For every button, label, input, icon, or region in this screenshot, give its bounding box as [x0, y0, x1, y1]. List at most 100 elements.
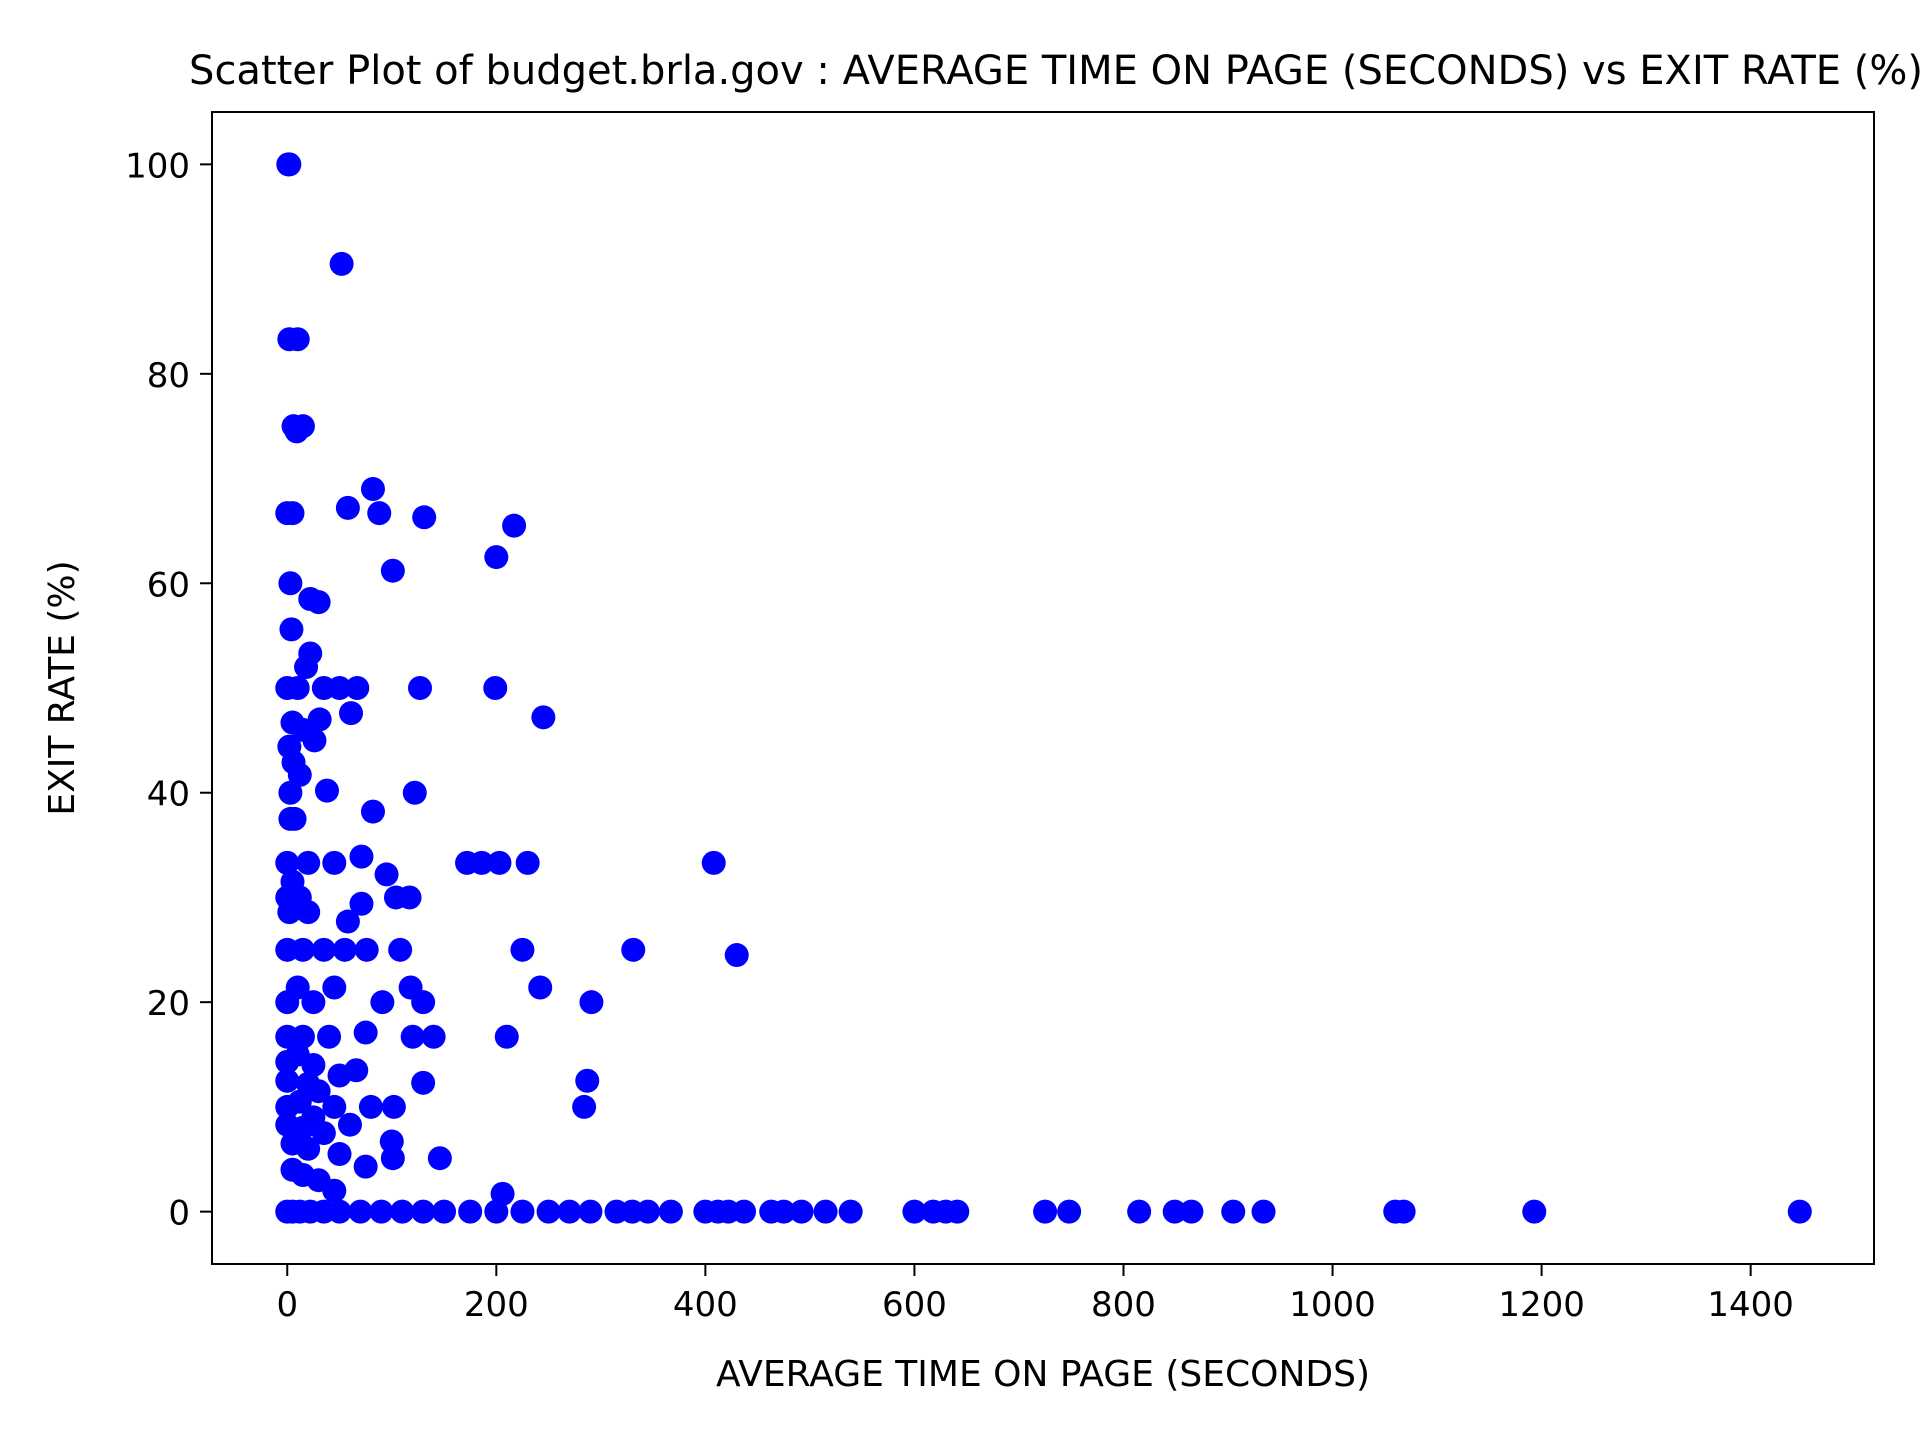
data-point: [1522, 1199, 1547, 1224]
data-point: [327, 1199, 352, 1224]
data-point: [469, 850, 494, 875]
data-point: [1057, 1199, 1082, 1224]
data-point: [290, 937, 315, 962]
data-point: [279, 617, 304, 642]
y-tick-label: 20: [147, 984, 190, 1024]
data-point: [348, 1199, 373, 1224]
data-point: [296, 850, 321, 875]
data-point: [427, 1146, 452, 1171]
data-point: [502, 513, 527, 538]
data-point: [412, 505, 437, 530]
data-point: [771, 1199, 796, 1224]
data-point: [349, 891, 374, 916]
data-point: [311, 937, 336, 962]
data-point: [381, 1094, 406, 1119]
data-point: [838, 1199, 863, 1224]
data-point: [354, 937, 379, 962]
data-point: [531, 705, 556, 730]
data-point: [1162, 1199, 1187, 1224]
data-point: [345, 676, 370, 700]
data-point: [1391, 1199, 1416, 1224]
data-point: [360, 799, 385, 824]
data-point: [575, 1068, 600, 1093]
data-point: [402, 780, 427, 805]
data-point: [390, 1199, 415, 1224]
data-point: [314, 778, 339, 803]
data-point: [483, 676, 508, 700]
data-point: [432, 1199, 457, 1224]
data-point: [510, 1199, 535, 1224]
data-point: [494, 1024, 519, 1049]
data-point: [322, 850, 347, 875]
data-point: [277, 152, 302, 177]
y-tick-label: 80: [147, 356, 190, 396]
data-point: [1179, 1199, 1204, 1224]
data-point: [353, 1154, 378, 1179]
y-axis-ticks: 0 20 40 60 80 100: [125, 146, 212, 1234]
data-point: [301, 990, 326, 1015]
data-point: [322, 1178, 347, 1203]
data-point: [294, 655, 319, 680]
plot-area-frame: [211, 111, 1875, 1265]
data-point: [329, 251, 354, 276]
data-point: [658, 1199, 683, 1224]
data-point: [327, 676, 352, 700]
data-point: [458, 1199, 483, 1224]
data-point: [557, 1199, 582, 1224]
data-point: [327, 1142, 352, 1167]
data-point: [285, 676, 310, 700]
x-axis-label: AVERAGE TIME ON PAGE (SECONDS): [716, 1354, 1370, 1395]
data-point: [367, 501, 392, 526]
data-point: [370, 990, 395, 1015]
data-point: [536, 1199, 561, 1224]
data-point: [358, 1094, 383, 1119]
data-point: [510, 937, 535, 962]
data-point: [275, 850, 300, 875]
data-point: [411, 1199, 436, 1224]
data-point: [1221, 1199, 1246, 1224]
data-point: [1251, 1199, 1276, 1224]
y-tick-label: 60: [147, 565, 190, 605]
data-point: [579, 990, 604, 1015]
data-point: [335, 909, 360, 934]
data-point: [374, 862, 399, 887]
x-tick-label: 600: [882, 1285, 947, 1325]
y-tick-label: 0: [168, 1194, 190, 1234]
data-point: [635, 1199, 660, 1224]
data-point: [306, 590, 331, 615]
data-point: [411, 1070, 436, 1095]
data-point: [397, 885, 422, 910]
data-point: [280, 501, 305, 526]
data-point: [621, 937, 646, 962]
y-tick-label: 40: [147, 775, 190, 815]
data-point: [337, 1112, 362, 1137]
x-tick-label: 400: [673, 1285, 738, 1325]
data-point: [380, 558, 405, 583]
data-point: [360, 477, 385, 502]
data-points: [275, 152, 1812, 1224]
data-point: [322, 975, 347, 1000]
data-point: [388, 937, 413, 962]
data-point: [282, 806, 307, 831]
y-tick-label: 100: [125, 146, 190, 186]
data-point: [285, 975, 310, 1000]
data-point: [724, 943, 749, 968]
x-tick-label: 1200: [1498, 1285, 1585, 1325]
data-point: [285, 327, 310, 352]
data-point: [301, 1053, 326, 1078]
data-point: [484, 545, 509, 570]
data-point: [317, 1024, 342, 1049]
data-point: [344, 1058, 369, 1083]
data-point: [302, 728, 327, 753]
data-point: [339, 701, 364, 726]
data-point: [353, 1020, 378, 1045]
data-point: [487, 850, 512, 875]
x-tick-label: 1400: [1707, 1285, 1794, 1325]
data-point: [275, 1068, 300, 1093]
y-axis-label: EXIT RATE (%): [42, 560, 83, 815]
data-point: [332, 937, 357, 962]
data-point: [278, 571, 303, 596]
data-point: [369, 1199, 394, 1224]
